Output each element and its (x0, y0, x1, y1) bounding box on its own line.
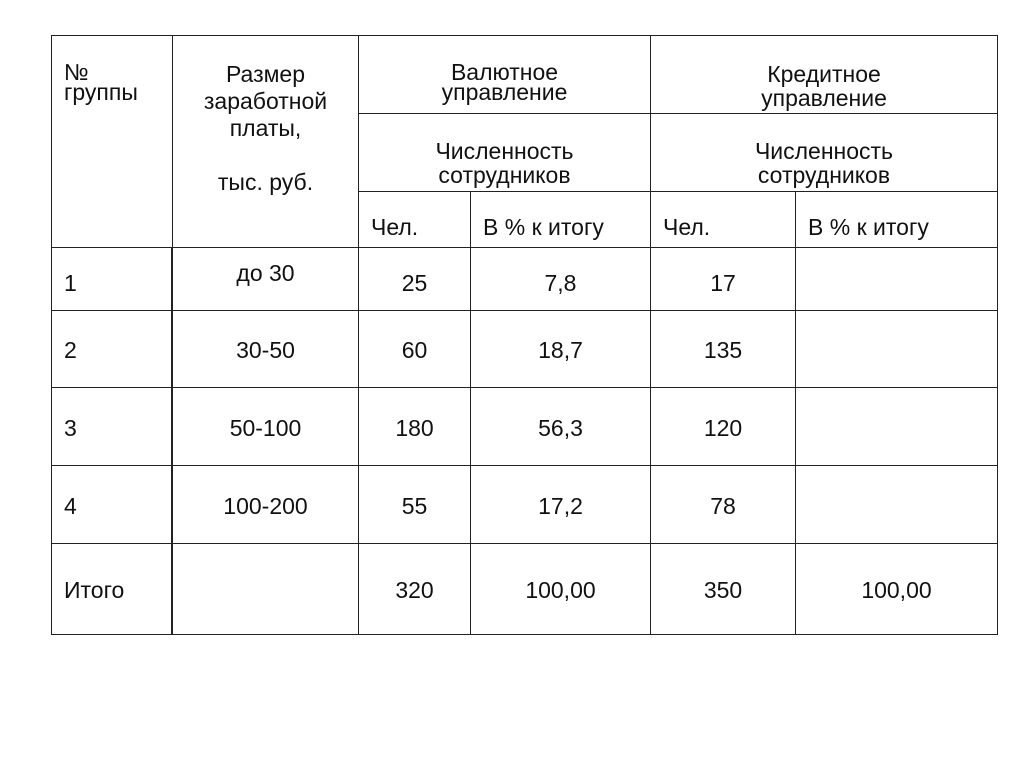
header-headcount-credit: Численность сотрудников (650, 113, 998, 192)
cell-text: 78 (710, 492, 736, 519)
header-dept-currency-text: Валютное управление (441, 59, 568, 105)
cell-text: 2 (64, 337, 77, 363)
table-cell-v-people: 180 (358, 387, 471, 466)
header-salary-text: Размер заработной платы, (203, 61, 328, 141)
header-people-currency-text: Чел. (371, 214, 419, 240)
cell-text: 180 (395, 414, 434, 441)
cell-text: 25 (401, 270, 428, 296)
cell-text: 17 (710, 270, 736, 296)
cell-text: 30-50 (236, 337, 295, 363)
table-cell-v-pct: 100,00 (470, 543, 651, 635)
cell-text: 50-100 (229, 414, 302, 441)
cell-text: 100,00 (861, 577, 932, 603)
table-cell-k-people: 135 (650, 310, 796, 388)
header-pct-currency: В % к итогу (470, 191, 651, 248)
cell-text: 17,2 (538, 492, 583, 519)
header-headcount-credit-text: Численность сотрудников (754, 138, 894, 188)
cell-text: 60 (401, 337, 428, 363)
header-pct-credit-text: В % к итогу (808, 214, 929, 240)
table-cell-v-people: 25 (358, 247, 471, 311)
table-cell-v-pct: 7,8 (470, 247, 651, 311)
cell-text: 56,3 (538, 414, 583, 441)
header-people-credit-text: Чел. (663, 214, 711, 240)
cell-text: 100-200 (223, 492, 308, 519)
table-cell-group: 1 (51, 247, 172, 311)
header-pct-currency-text: В % к итогу (483, 214, 604, 240)
table-cell-k-pct (795, 465, 998, 544)
header-headcount-currency: Численность сотрудников (358, 113, 651, 192)
table-cell-k-people: 17 (650, 247, 796, 311)
cell-text: 7,8 (544, 270, 577, 296)
table-cell-k-pct: 100,00 (795, 543, 998, 635)
header-pct-credit: В % к итогу (795, 191, 998, 248)
table-cell-k-pct (795, 387, 998, 466)
cell-text: 320 (395, 577, 434, 603)
table-cell-v-people: 55 (358, 465, 471, 544)
table-cell-salary (172, 543, 359, 635)
cell-text: Итого (64, 577, 125, 603)
table-cell-group: 3 (51, 387, 172, 466)
header-dept-currency: Валютное управление (358, 35, 651, 114)
cell-text: до 30 (236, 260, 295, 286)
cell-text: 18,7 (538, 337, 583, 363)
cell-text: 3 (64, 414, 77, 441)
header-people-currency: Чел. (358, 191, 471, 248)
table-cell-salary: 100-200 (172, 465, 359, 544)
table-cell-salary: до 30 (172, 247, 359, 311)
header-dept-credit-text: Кредитное управление (761, 61, 887, 111)
table-cell-v-people: 60 (358, 310, 471, 388)
header-group-no: № группы (51, 35, 173, 248)
table-cell-k-people: 120 (650, 387, 796, 466)
table-cell-k-pct (795, 310, 998, 388)
table-cell-k-people: 350 (650, 543, 796, 635)
cell-text: 100,00 (525, 577, 596, 603)
header-people-credit: Чел. (650, 191, 796, 248)
table-cell-salary: 50-100 (172, 387, 359, 466)
cell-text: 135 (703, 337, 743, 363)
header-salary: Размер заработной платы, тыс. руб. (172, 35, 359, 248)
cell-text: 350 (703, 577, 743, 603)
table-cell-k-people: 78 (650, 465, 796, 544)
table-cell-group: 2 (51, 310, 172, 388)
table-cell-v-pct: 17,2 (470, 465, 651, 544)
header-headcount-currency-text: Численность сотрудников (435, 138, 574, 188)
header-group-no-text: № группы (64, 59, 138, 105)
cell-text: 4 (64, 492, 77, 519)
table-cell-k-pct (795, 247, 998, 311)
table-cell-group: 4 (51, 465, 172, 544)
table-cell-group: Итого (51, 543, 172, 635)
table-cell-salary: 30-50 (172, 310, 359, 388)
table-cell-v-pct: 56,3 (470, 387, 651, 466)
header-dept-credit: Кредитное управление (650, 35, 998, 114)
cell-text: 1 (64, 270, 77, 296)
header-salary-unit: тыс. руб. (217, 169, 314, 195)
table-cell-v-pct: 18,7 (470, 310, 651, 388)
cell-text: 120 (703, 414, 743, 441)
table-cell-v-people: 320 (358, 543, 471, 635)
cell-text: 55 (401, 492, 428, 519)
